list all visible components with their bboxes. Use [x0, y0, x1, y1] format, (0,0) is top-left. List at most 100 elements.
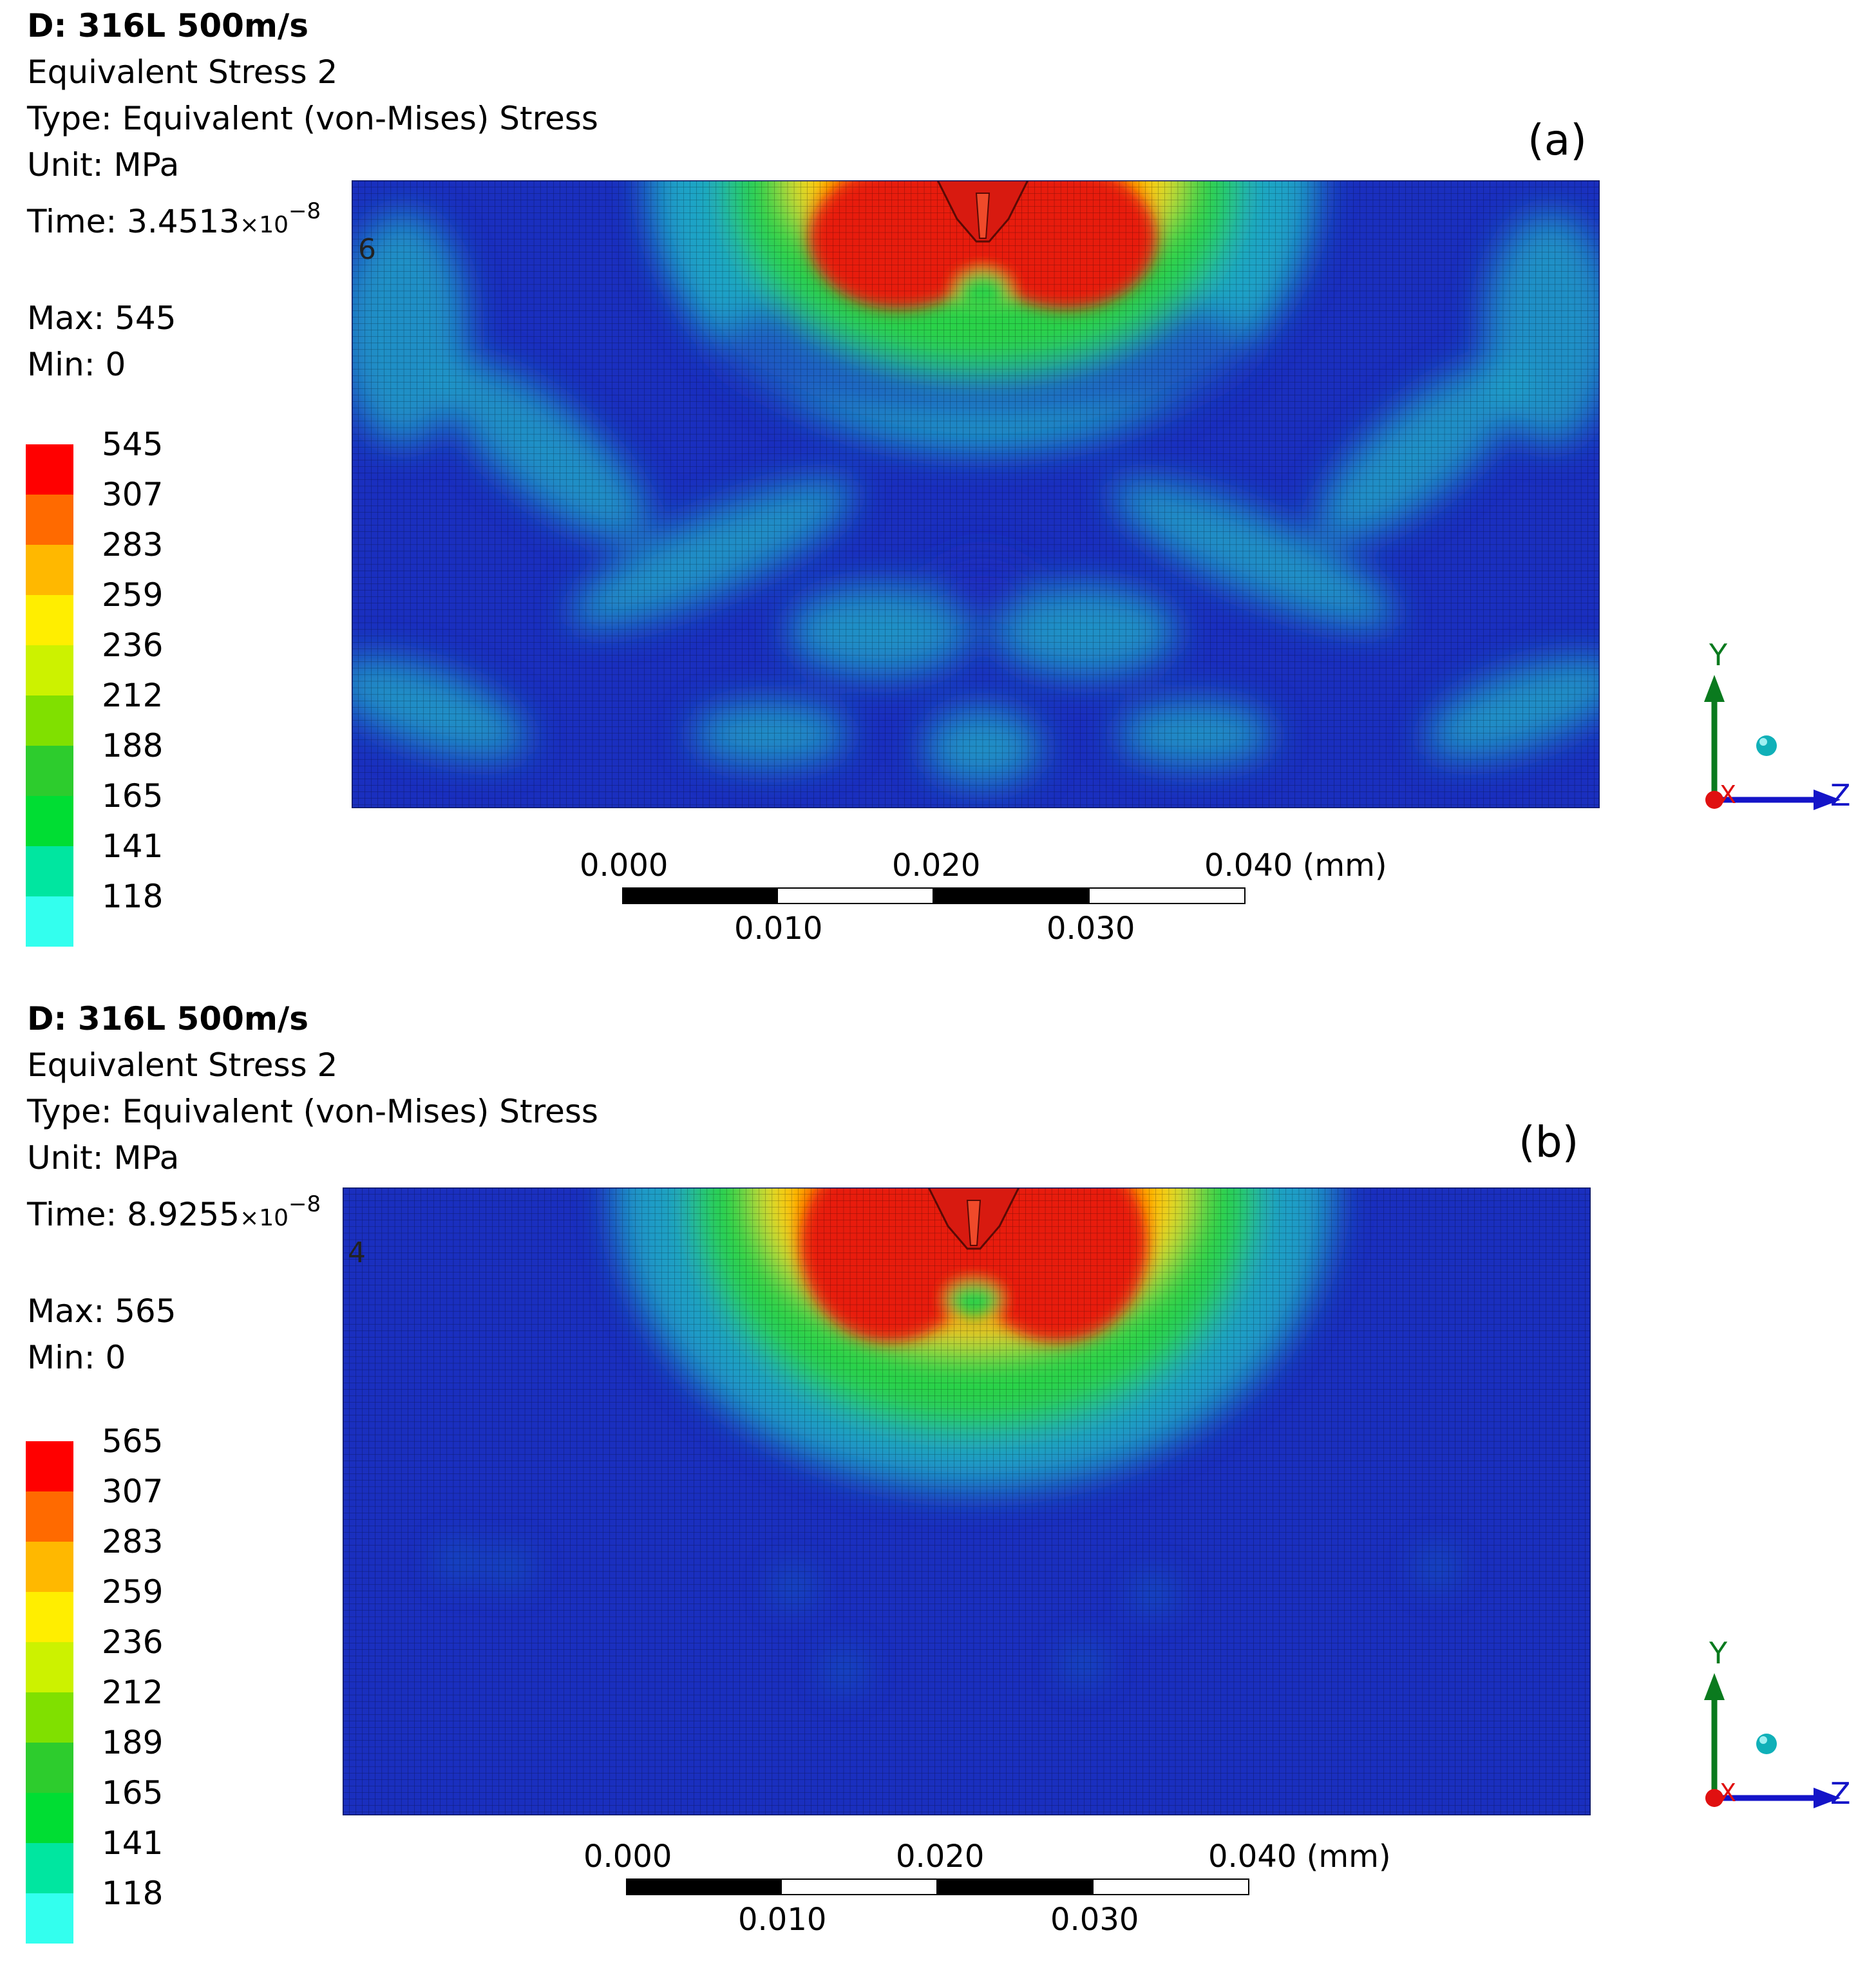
- color-legend-b: 565 307 283 259 236 212 189 165 141 118: [26, 1423, 270, 1950]
- triad-label-z-b: Z: [1830, 1776, 1851, 1811]
- coordinate-triad-b: Y Z X: [1681, 1636, 1851, 1829]
- coordinate-triad-a: Y Z X: [1681, 638, 1851, 831]
- legend-row-b-6: 189: [26, 1724, 270, 1793]
- legend-label: 189: [102, 1724, 164, 1761]
- legend-row-a-2: 283: [26, 526, 270, 595]
- legend-label: 283: [102, 526, 164, 563]
- legend-label: 259: [102, 1573, 164, 1611]
- time-value-b: Time: 8.9255: [27, 1196, 240, 1233]
- legend-swatch: [26, 1843, 73, 1893]
- legend-swatch: [26, 595, 73, 645]
- scale-label-0030-a: 0.030: [1047, 911, 1135, 947]
- legend-swatch: [26, 746, 73, 796]
- scale-segment-2-a: [777, 887, 934, 904]
- result-type-b: Type: Equivalent (von-Mises) Stress: [27, 1093, 598, 1130]
- time-exponent-a: −8: [289, 198, 321, 224]
- max-value-b: Max: 565: [27, 1292, 176, 1330]
- panel-label-b: (b): [1519, 1117, 1579, 1167]
- legend-row-a-9: 118: [26, 878, 270, 947]
- legend-row-a-7: 165: [26, 777, 270, 846]
- legend-swatch: [26, 1743, 73, 1793]
- color-legend-a: 545 307 283 259 236 212 188 165 141 118: [26, 426, 270, 953]
- min-value-b: Min: 0: [27, 1339, 126, 1376]
- legend-label: 118: [102, 1875, 164, 1912]
- legend-swatch: [26, 645, 73, 695]
- triad-label-x-b: X: [1720, 1779, 1737, 1807]
- legend-row-a-8: 141: [26, 828, 270, 896]
- legend-row-b-2: 283: [26, 1523, 270, 1592]
- scale-segment-3-b: [936, 1878, 1094, 1895]
- triad-label-z-a: Z: [1830, 778, 1851, 813]
- legend-swatch: [26, 1793, 73, 1843]
- scale-bar-b: 0.000 0.020 0.040 (mm) 0.010 0.030: [583, 1837, 1391, 1940]
- legend-label: 307: [102, 1473, 164, 1510]
- panel-b: D: 316L 500m/s Equivalent Stress 2 Type:…: [0, 984, 1876, 1968]
- node-id-label-a: 6: [358, 233, 376, 266]
- scale-bar-a: 0.000 0.020 0.040 (mm) 0.010 0.030: [580, 846, 1387, 949]
- result-type-a: Type: Equivalent (von-Mises) Stress: [27, 100, 598, 137]
- legend-label: 212: [102, 677, 164, 714]
- scale-segment-2-b: [781, 1878, 938, 1895]
- result-name-a: Equivalent Stress 2: [27, 53, 338, 91]
- legend-row-a-4: 236: [26, 627, 270, 695]
- legend-label: 165: [102, 1774, 164, 1812]
- legend-row-a-6: 188: [26, 727, 270, 796]
- legend-label: 212: [102, 1674, 164, 1711]
- legend-row-a-5: 212: [26, 677, 270, 746]
- legend-label: 545: [102, 426, 164, 463]
- analysis-title-a: D: 316L 500m/s: [27, 7, 309, 44]
- time-multiplier-a: ×10: [240, 212, 289, 238]
- scale-label-0030-b: 0.030: [1050, 1902, 1139, 1938]
- scale-label-0040-a: 0.040 (mm): [1204, 847, 1387, 884]
- triad-axes-icon-b: [1704, 1673, 1841, 1808]
- legend-row-b-7: 165: [26, 1774, 270, 1843]
- triad-label-y-b: Y: [1709, 1636, 1728, 1670]
- result-name-b: Equivalent Stress 2: [27, 1046, 338, 1084]
- legend-row-b-9: 118: [26, 1875, 270, 1944]
- time-multiplier-b: ×10: [240, 1205, 289, 1231]
- panel-a: D: 316L 500m/s Equivalent Stress 2 Type:…: [26, 3, 1851, 953]
- legend-label: 141: [102, 828, 164, 865]
- time-value-a: Time: 3.4513: [27, 203, 240, 240]
- result-unit-b: Unit: MPa: [27, 1139, 180, 1177]
- triad-label-x-a: X: [1720, 781, 1737, 809]
- scale-label-0010-a: 0.010: [734, 911, 823, 947]
- scale-segment-1-b: [626, 1878, 782, 1895]
- legend-label: 283: [102, 1523, 164, 1560]
- legend-row-b-0: 565: [26, 1423, 270, 1491]
- legend-swatch: [26, 1692, 73, 1743]
- legend-label: 165: [102, 777, 164, 815]
- legend-swatch: [26, 796, 73, 846]
- max-value-a: Max: 545: [27, 299, 176, 337]
- legend-swatch: [26, 1592, 73, 1642]
- legend-label: 118: [102, 878, 164, 915]
- analysis-title-b: D: 316L 500m/s: [27, 1000, 309, 1037]
- scale-label-0000-a: 0.000: [580, 847, 668, 884]
- legend-row-b-3: 259: [26, 1573, 270, 1642]
- triad-label-y-a: Y: [1709, 638, 1728, 672]
- scale-label-0010-b: 0.010: [738, 1902, 827, 1938]
- result-unit-a: Unit: MPa: [27, 146, 180, 184]
- result-time-b: Time: 8.9255×10−8: [27, 1181, 598, 1242]
- legend-swatch: [26, 1893, 73, 1944]
- legend-row-a-0: 545: [26, 426, 270, 495]
- legend-row-b-8: 141: [26, 1824, 270, 1893]
- node-id-label-b: 4: [348, 1236, 366, 1269]
- legend-label: 236: [102, 1623, 164, 1661]
- legend-swatch: [26, 1491, 73, 1542]
- scale-segment-4-b: [1092, 1878, 1249, 1895]
- legend-swatch: [26, 1542, 73, 1592]
- legend-row-a-1: 307: [26, 476, 270, 545]
- scale-label-0040-b: 0.040 (mm): [1208, 1839, 1391, 1875]
- scale-label-0000-b: 0.000: [583, 1839, 672, 1875]
- legend-swatch: [26, 896, 73, 947]
- scale-segment-1-a: [622, 887, 778, 904]
- triad-axes-icon-a: [1704, 675, 1841, 810]
- legend-swatch: [26, 545, 73, 595]
- result-info-a: D: 316L 500m/s Equivalent Stress 2 Type:…: [27, 3, 598, 388]
- legend-label: 307: [102, 476, 164, 513]
- time-exponent-b: −8: [289, 1191, 321, 1217]
- scale-label-0020-b: 0.020: [896, 1839, 985, 1875]
- legend-swatch: [26, 846, 73, 896]
- min-value-a: Min: 0: [27, 346, 126, 383]
